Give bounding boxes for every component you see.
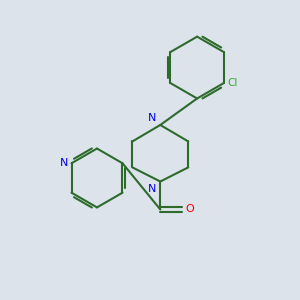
- Text: N: N: [60, 158, 68, 168]
- Text: N: N: [148, 184, 156, 194]
- Text: Cl: Cl: [227, 78, 238, 88]
- Text: O: O: [185, 205, 194, 214]
- Text: N: N: [148, 112, 156, 123]
